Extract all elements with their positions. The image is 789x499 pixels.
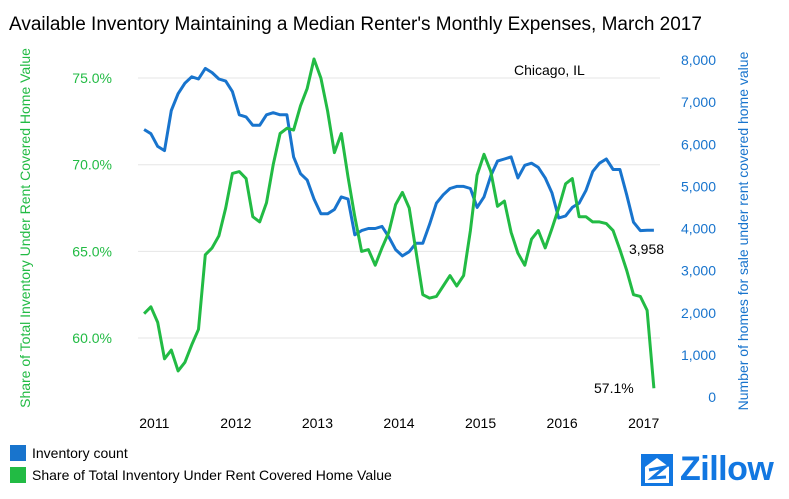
x-tick-label: 2016 bbox=[547, 415, 578, 431]
legend-swatch-share bbox=[10, 467, 26, 483]
share-line bbox=[143, 57, 656, 389]
chart-title: Available Inventory Maintaining a Median… bbox=[9, 14, 702, 35]
share-end-label: 57.1% bbox=[594, 380, 634, 396]
right-axis-label: Number of homes for sale under rent cove… bbox=[735, 51, 751, 410]
legend-label-inventory: Inventory count bbox=[32, 445, 128, 461]
left-axis-ticks: 60.0% 65.0% 70.0% 75.0% bbox=[72, 70, 112, 346]
left-tick-label: 75.0% bbox=[72, 70, 112, 86]
x-tick-label: 2017 bbox=[628, 415, 659, 431]
x-tick-label: 2014 bbox=[383, 415, 414, 431]
right-tick-label: 4,000 bbox=[681, 221, 716, 237]
legend-item-inventory: Inventory count bbox=[10, 445, 128, 461]
right-tick-label: 7,000 bbox=[681, 94, 716, 110]
x-axis-ticks: 2011 2012 2013 2014 2015 2016 2017 bbox=[139, 415, 659, 431]
annotations: Chicago, IL 3,958 57.1% Share of Total I… bbox=[17, 48, 751, 410]
zillow-logo: Zillow bbox=[640, 450, 774, 489]
gridlines bbox=[138, 77, 660, 339]
legend-swatch-inventory bbox=[10, 445, 26, 461]
x-tick-label: 2015 bbox=[465, 415, 496, 431]
x-tick-label: 2011 bbox=[139, 415, 169, 431]
x-tick-label: 2012 bbox=[220, 415, 251, 431]
location-label: Chicago, IL bbox=[514, 62, 585, 78]
inventory-line bbox=[143, 66, 654, 258]
right-tick-label: 2,000 bbox=[681, 305, 716, 321]
right-tick-label: 0 bbox=[708, 389, 716, 405]
right-tick-label: 6,000 bbox=[681, 136, 716, 152]
right-tick-label: 1,000 bbox=[681, 347, 716, 363]
right-axis-ticks: 0 1,000 2,000 3,000 4,000 5,000 6,000 7,000 8,00… bbox=[681, 52, 716, 405]
x-tick-label: 2013 bbox=[302, 415, 333, 431]
inventory-end-label: 3,958 bbox=[629, 241, 664, 257]
right-tick-label: 5,000 bbox=[681, 178, 716, 194]
zillow-logo-text: Zillow bbox=[680, 450, 774, 488]
left-tick-label: 65.0% bbox=[72, 243, 112, 259]
left-tick-label: 70.0% bbox=[72, 157, 112, 173]
zillow-house-icon bbox=[641, 453, 673, 486]
legend-label-share: Share of Total Inventory Under Rent Cove… bbox=[32, 467, 392, 483]
left-tick-label: 60.0% bbox=[72, 330, 112, 346]
legend-item-share: Share of Total Inventory Under Rent Cove… bbox=[10, 467, 392, 483]
series-lines bbox=[143, 57, 656, 389]
right-tick-label: 8,000 bbox=[681, 52, 716, 68]
right-tick-label: 3,000 bbox=[681, 263, 716, 279]
left-axis-label: Share of Total Inventory Under Rent Cove… bbox=[17, 48, 33, 408]
